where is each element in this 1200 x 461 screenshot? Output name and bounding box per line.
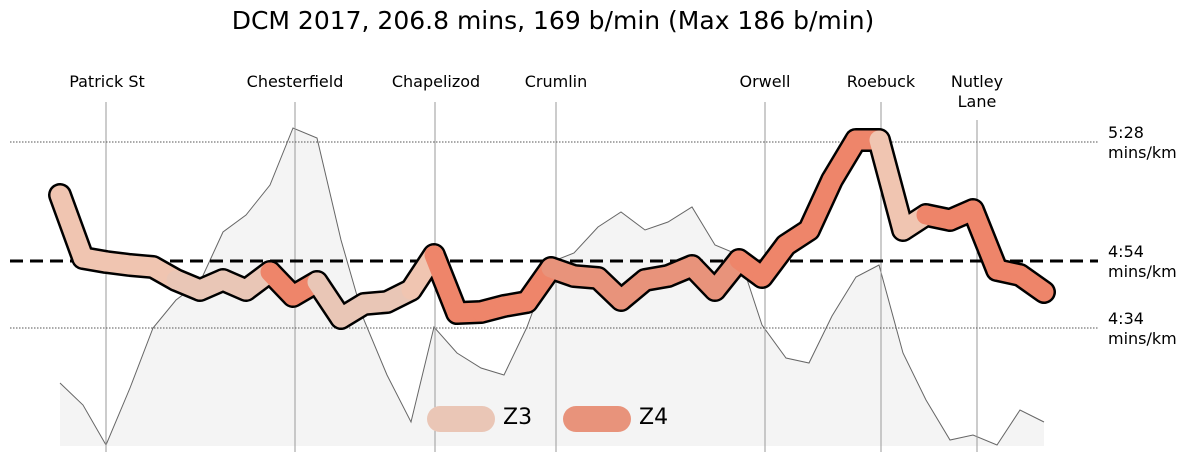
legend-label-z3: Z3 bbox=[503, 405, 533, 430]
landmark-label-chesterfield: Chesterfield bbox=[246, 72, 344, 91]
chart-title: DCM 2017, 206.8 mins, 169 b/min (Max 186… bbox=[231, 6, 875, 35]
ref-label-target: 4:54 mins/km bbox=[1108, 242, 1177, 281]
landmark-label-roebuck: Roebuck bbox=[846, 72, 916, 91]
landmark-label-crumlin: Crumlin bbox=[524, 72, 588, 91]
ref-label-slow: 5:28 mins/km bbox=[1108, 123, 1177, 162]
landmark-label-chapelizod: Chapelizod bbox=[391, 72, 481, 91]
landmark-label-patrick-st: Patrick St bbox=[69, 72, 145, 91]
legend-label-z4: Z4 bbox=[639, 405, 669, 430]
landmark-label-nutley-lane: Nutley Lane bbox=[950, 72, 1004, 111]
landmark-label-orwell: Orwell bbox=[739, 72, 791, 91]
pace-line bbox=[48, 128, 1056, 330]
ref-label-fast: 4:34 mins/km bbox=[1108, 309, 1177, 348]
